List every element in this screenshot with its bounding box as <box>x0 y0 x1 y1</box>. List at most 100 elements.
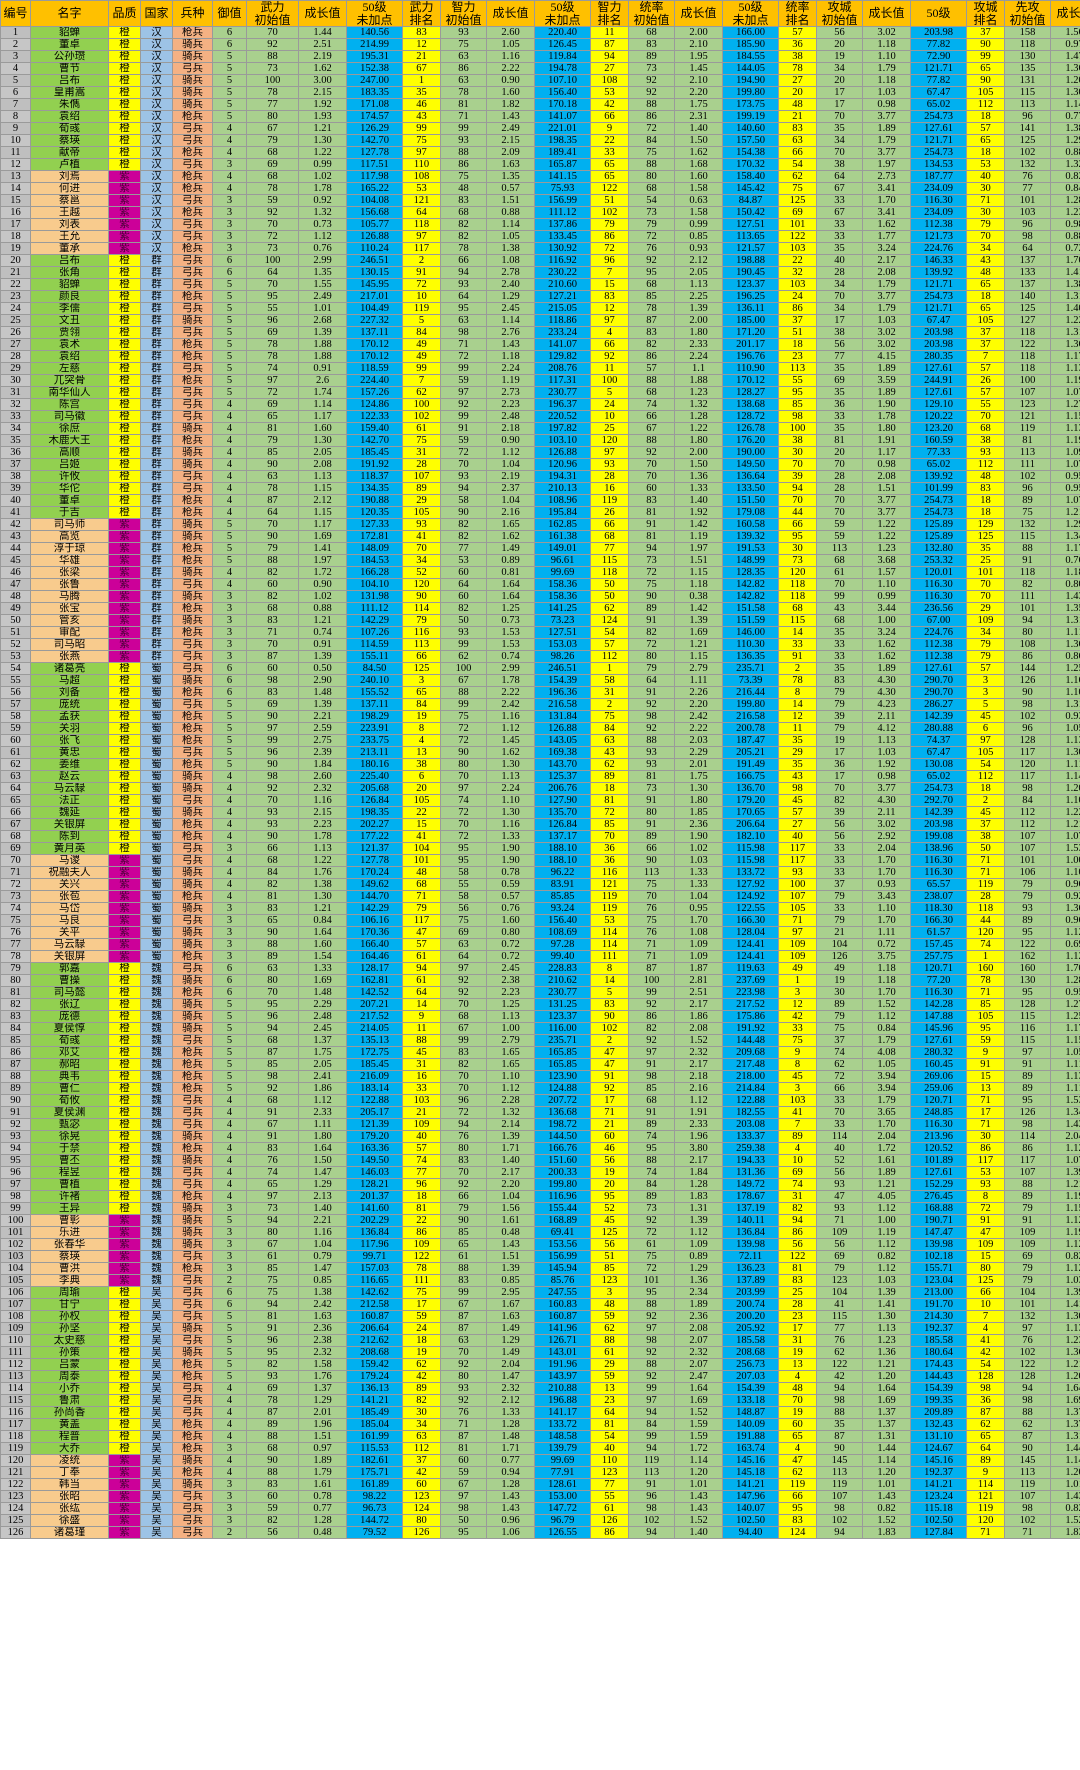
cell-zl_base[interactable]: 99 <box>440 638 487 652</box>
cell-gc_base[interactable]: 82 <box>816 794 863 808</box>
cell-tl_base[interactable]: 91 <box>628 518 675 532</box>
cell-wl_rank[interactable]: 102 <box>402 410 441 424</box>
cell-tl_base[interactable]: 80 <box>628 650 675 664</box>
cell-xg_base[interactable]: 95 <box>1004 1094 1051 1108</box>
cell-name[interactable]: 孙策 <box>30 1346 109 1360</box>
cell-zl_base[interactable]: 55 <box>440 878 487 892</box>
cell-name[interactable]: 小乔 <box>30 1382 109 1396</box>
cell-wl_50[interactable]: 111.12 <box>346 602 403 616</box>
cell-zl_50[interactable]: 156.40 <box>534 86 591 100</box>
table-row[interactable]: 91 夏侯渊橙魏弓兵 4 91 2.33 205.17 21 72 1.32 136.68 71 91… <box>0 1106 1080 1120</box>
table-row[interactable]: 97 曹植橙魏弓兵 4 65 1.29 128.21 96 92 2.20 199.80 20 84 1… <box>0 1178 1080 1192</box>
cell-zl_grow[interactable]: 2.20 <box>486 1178 535 1192</box>
cell-zl_rank[interactable]: 65 <box>590 170 629 184</box>
cell-wl_50[interactable]: 174.57 <box>346 110 403 124</box>
table-row[interactable]: 111 孙策橙吴骑兵 5 95 2.32 208.68 19 70 1.49 143.01 61 92… <box>0 1346 1080 1360</box>
cell-xg_grow[interactable]: 0.97 <box>1050 38 1080 52</box>
cell-zl_rank[interactable]: 58 <box>590 674 629 688</box>
cell-wl_50[interactable]: 217.52 <box>346 1010 403 1024</box>
cell-zl_grow[interactable]: 2.15 <box>486 134 535 148</box>
cell-zl_grow[interactable]: 1.06 <box>486 1526 535 1540</box>
cell-wl_base[interactable]: 75 <box>246 1274 299 1288</box>
cell-country[interactable]: 吴 <box>140 1418 173 1432</box>
cell-gc_base[interactable]: 20 <box>816 74 863 88</box>
cell-zl_50[interactable]: 98.26 <box>534 650 591 664</box>
cell-wl_50[interactable]: 126.84 <box>346 794 403 808</box>
cell-xg_grow[interactable]: 1.10 <box>1050 686 1080 700</box>
cell-wl_rank[interactable]: 84 <box>402 698 441 712</box>
cell-zl_50[interactable]: 141.07 <box>534 110 591 124</box>
cell-zl_grow[interactable]: 1.04 <box>486 458 535 472</box>
cell-zl_grow[interactable]: 2.48 <box>486 410 535 424</box>
cell-id[interactable]: 40 <box>0 494 31 508</box>
cell-wl_rank[interactable]: 75 <box>402 1286 441 1300</box>
table-row[interactable]: 25 文丑橙群骑兵 5 96 2.68 227.32 5 63 1.14 118.86 97 87 2.… <box>0 314 1080 328</box>
cell-troop[interactable]: 枪兵 <box>172 1082 213 1096</box>
cell-gc_grow[interactable]: 1.62 <box>862 650 911 664</box>
cell-gc_base[interactable]: 70 <box>816 506 863 520</box>
cell-yu[interactable]: 3 <box>212 1238 247 1252</box>
cell-wl_base[interactable]: 68 <box>246 146 299 160</box>
cell-gc_base[interactable]: 69 <box>816 1250 863 1264</box>
cell-quality[interactable]: 紫 <box>108 614 141 628</box>
cell-zl_base[interactable]: 70 <box>440 1346 487 1360</box>
cell-wl_50[interactable]: 140.56 <box>346 26 403 40</box>
cell-tl_grow[interactable]: 1.84 <box>674 1166 723 1180</box>
cell-zl_base[interactable]: 94 <box>440 266 487 280</box>
cell-wl_50[interactable]: 214.05 <box>346 1022 403 1036</box>
cell-zl_grow[interactable]: 0.72 <box>486 938 535 952</box>
cell-zl_rank[interactable]: 56 <box>590 1238 629 1252</box>
cell-gc_grow[interactable]: 1.90 <box>862 398 911 412</box>
cell-zl_base[interactable]: 82 <box>440 530 487 544</box>
cell-wl_rank[interactable]: 34 <box>402 554 441 568</box>
table-row[interactable]: 85 荀彧橙魏弓兵 5 68 1.37 135.13 88 99 2.79 235.71 2 92 1.… <box>0 1034 1080 1048</box>
cell-tl_50[interactable]: 139.98 <box>722 1238 779 1252</box>
cell-wl_50[interactable]: 198.29 <box>346 710 403 724</box>
cell-wl_rank[interactable]: 41 <box>402 830 441 844</box>
cell-xg_grow[interactable]: 0.86 <box>1050 650 1080 664</box>
cell-tl_base[interactable]: 82 <box>628 626 675 640</box>
cell-id[interactable]: 75 <box>0 914 31 928</box>
cell-tl_base[interactable]: 97 <box>628 1046 675 1060</box>
cell-yu[interactable]: 5 <box>212 374 247 388</box>
table-row[interactable]: 83 庞德橙魏骑兵 5 96 2.48 217.52 9 68 1.13 123.37 90 86 1.… <box>0 1010 1080 1024</box>
cell-gc_50[interactable]: 174.43 <box>910 1358 967 1372</box>
cell-zl_grow[interactable]: 1.25 <box>486 602 535 616</box>
cell-wl_rank[interactable]: 7 <box>402 374 441 388</box>
cell-xg_grow[interactable]: 1.12 <box>1050 1238 1080 1252</box>
cell-gc_base[interactable]: 59 <box>816 530 863 544</box>
cell-tl_grow[interactable]: 2.81 <box>674 974 723 988</box>
cell-gc_50[interactable]: 131.10 <box>910 1430 967 1444</box>
cell-gc_grow[interactable]: 1.10 <box>862 902 911 916</box>
cell-name[interactable]: 夏侯惇 <box>30 1022 109 1036</box>
cell-id[interactable]: 77 <box>0 938 31 952</box>
cell-gc_base[interactable]: 113 <box>816 542 863 556</box>
cell-xg_base[interactable]: 125 <box>1004 302 1051 316</box>
cell-wl_rank[interactable]: 1 <box>402 74 441 88</box>
cell-wl_grow[interactable]: 2.29 <box>298 998 347 1012</box>
cell-zl_grow[interactable]: 1.25 <box>486 998 535 1012</box>
cell-wl_rank[interactable]: 4 <box>402 734 441 748</box>
cell-zl_base[interactable]: 72 <box>440 830 487 844</box>
cell-gc_rank[interactable]: 6 <box>966 722 1005 736</box>
cell-id[interactable]: 37 <box>0 458 31 472</box>
cell-xg_grow[interactable]: 1.19 <box>1050 1190 1080 1204</box>
cell-xg_base[interactable]: 108 <box>1004 638 1051 652</box>
cell-tl_50[interactable]: 166.30 <box>722 914 779 928</box>
cell-zl_base[interactable]: 93 <box>440 26 487 40</box>
cell-id[interactable]: 72 <box>0 878 31 892</box>
cell-tl_base[interactable]: 85 <box>628 1082 675 1096</box>
cell-zl_base[interactable]: 88 <box>440 146 487 160</box>
cell-wl_rank[interactable]: 18 <box>402 1190 441 1204</box>
cell-troop[interactable]: 枪兵 <box>172 1190 213 1204</box>
cell-tl_rank[interactable]: 18 <box>778 338 817 352</box>
cell-tl_grow[interactable]: 1.88 <box>674 374 723 388</box>
cell-tl_grow[interactable]: 0.93 <box>674 242 723 256</box>
cell-tl_50[interactable]: 126.78 <box>722 422 779 436</box>
cell-xg_base[interactable]: 109 <box>1004 1226 1051 1240</box>
cell-wl_50[interactable]: 142.62 <box>346 1286 403 1300</box>
cell-wl_50[interactable]: 142.70 <box>346 134 403 148</box>
cell-tl_rank[interactable]: 75 <box>778 182 817 196</box>
cell-zl_grow[interactable]: 1.30 <box>486 758 535 772</box>
cell-tl_base[interactable]: 86 <box>628 110 675 124</box>
